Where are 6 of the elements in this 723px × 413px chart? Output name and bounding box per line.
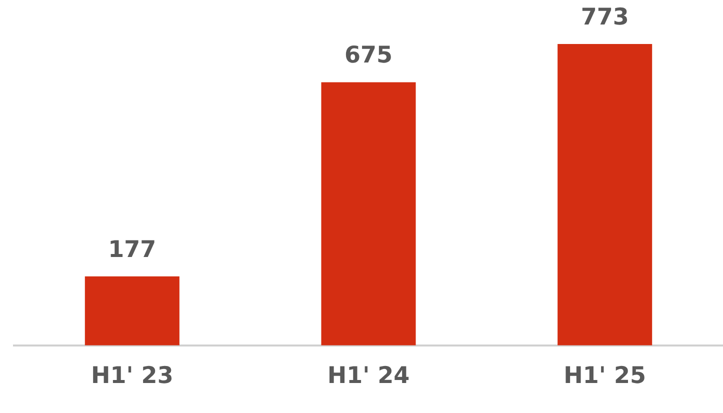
data-label: 773 bbox=[580, 4, 629, 30]
data-label: 675 bbox=[344, 42, 393, 69]
x-tick-label: H1' 23 bbox=[91, 363, 174, 390]
x-tick-label: H1' 24 bbox=[327, 363, 410, 390]
data-label: 177 bbox=[108, 236, 156, 263]
x-tick-label: H1' 25 bbox=[564, 363, 646, 390]
